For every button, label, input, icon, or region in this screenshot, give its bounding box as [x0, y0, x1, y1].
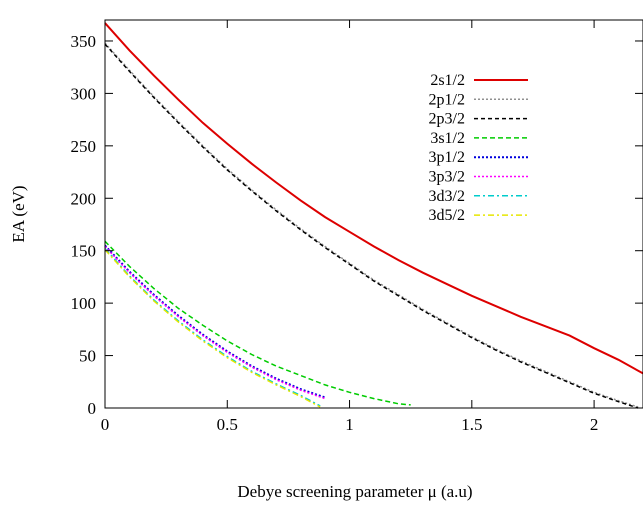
legend-label-7: 3d5/2 — [429, 207, 465, 224]
series-line-5 — [105, 247, 325, 399]
legend-label-1: 2p1/2 — [429, 91, 465, 108]
axis-ticks — [105, 20, 643, 408]
series-line-3 — [105, 241, 411, 405]
legend-label-0: 2s1/2 — [430, 72, 465, 89]
y-tick-label: 300 — [71, 84, 97, 103]
plot-lines — [105, 23, 643, 408]
series-line-0 — [105, 23, 643, 373]
y-axis-label: EA (eV) — [9, 185, 28, 242]
legend: 2s1/2 2p1/2 2p3/2 3s1/2 3p1/2 3p3/2 3d3/2 3d5/2 — [429, 72, 528, 224]
y-tick-label: 350 — [71, 32, 97, 51]
plot-frame — [105, 20, 643, 408]
legend-label-6: 3d3/2 — [429, 188, 465, 205]
x-axis-label: Debye screening parameter μ (a.u) — [237, 482, 472, 501]
y-tick-label: 150 — [71, 242, 97, 261]
legend-label-3: 3s1/2 — [430, 130, 465, 147]
legend-label-2: 2p3/2 — [429, 111, 465, 128]
x-tick-label: 1 — [345, 415, 354, 434]
x-tick-label: 0.5 — [217, 415, 238, 434]
series-line-6 — [105, 249, 320, 406]
x-tick-label: 2 — [590, 415, 599, 434]
series-line-1 — [105, 43, 638, 407]
series-line-7 — [105, 250, 320, 407]
y-tick-label: 0 — [88, 399, 97, 418]
y-tick-label: 200 — [71, 189, 97, 208]
series-line-4 — [105, 246, 325, 398]
y-tick-label: 50 — [79, 347, 96, 366]
legend-label-5: 3p3/2 — [429, 169, 465, 186]
x-tick-label: 0 — [101, 415, 110, 434]
y-tick-label: 100 — [71, 294, 97, 313]
y-tick-label: 250 — [71, 137, 97, 156]
series-line-2 — [105, 44, 638, 408]
legend-label-4: 3p1/2 — [429, 149, 465, 166]
x-tick-label: 1.5 — [461, 415, 482, 434]
